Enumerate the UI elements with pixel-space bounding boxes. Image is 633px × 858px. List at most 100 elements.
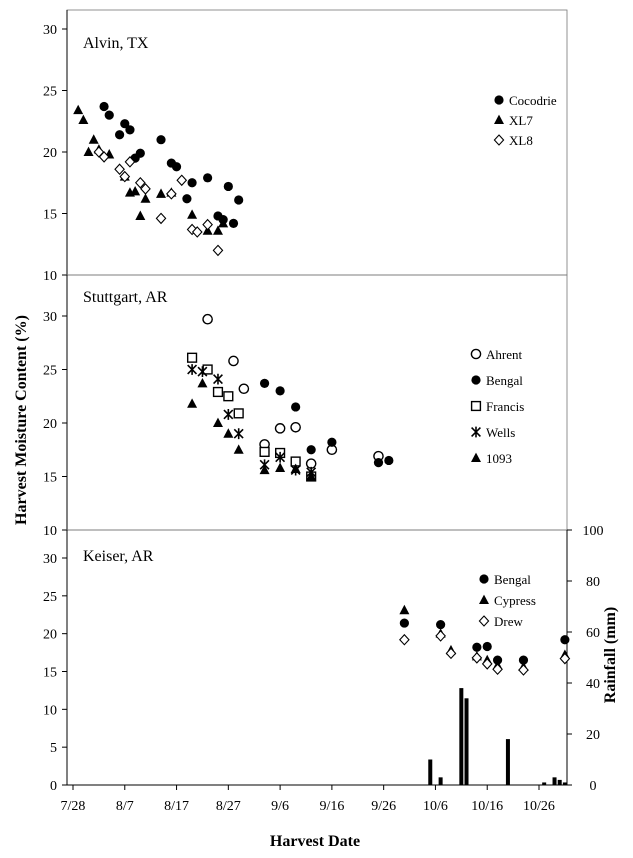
legend-label: Drew (494, 614, 523, 629)
data-point (186, 352, 198, 363)
data-point (471, 652, 483, 664)
data-point (213, 373, 223, 385)
legend-marker (470, 400, 482, 412)
data-point (306, 471, 317, 481)
data-point (203, 173, 213, 183)
legend-label: Cocodrie (509, 93, 557, 108)
data-point (202, 313, 213, 325)
y-tick-label: 20 (43, 628, 57, 643)
x-tick-label: 7/28 (61, 799, 86, 814)
data-point (197, 378, 208, 388)
data-point (176, 174, 188, 187)
x-tick-label: 10/26 (523, 799, 555, 814)
data-point (134, 176, 146, 189)
series-1093 (187, 378, 317, 481)
legend-label: 1093 (486, 451, 512, 466)
data-point (238, 383, 250, 395)
y-tick-label: 10 (43, 269, 57, 284)
legend-label: XL8 (509, 133, 533, 148)
data-point (212, 244, 224, 257)
y2-tick-label: 60 (586, 626, 600, 641)
data-point (228, 355, 239, 367)
data-point (218, 217, 229, 228)
legend-label: Ahrent (486, 347, 522, 362)
panel-title: Keiser, AR (83, 548, 154, 565)
rainfall-bar (542, 782, 547, 785)
data-point (233, 428, 244, 440)
series-cocodrie (99, 101, 244, 228)
data-point (78, 114, 89, 125)
data-point (182, 194, 192, 204)
legend: Cocodrie XL7 XL8 (493, 93, 557, 148)
data-point (233, 408, 244, 419)
legend-marker (471, 426, 481, 438)
data-point (191, 226, 203, 238)
data-point (99, 101, 109, 112)
data-point (98, 151, 110, 163)
y-tick-label: 20 (43, 417, 57, 432)
y-tick-label: 20 (43, 146, 57, 161)
rainfall-bar (562, 782, 567, 785)
data-point (436, 619, 446, 630)
legend-marker (494, 114, 504, 124)
data-point (492, 663, 503, 676)
y2-tick-label: 0 (590, 779, 597, 794)
data-point (187, 178, 197, 188)
series-drew (399, 630, 571, 676)
data-point (399, 618, 409, 628)
data-point (187, 364, 198, 375)
data-point (518, 664, 529, 676)
data-point (223, 181, 233, 192)
legend-marker (470, 348, 482, 360)
data-point (140, 193, 151, 203)
legend: Bengal Cypress Drew (478, 572, 536, 629)
panel-1: 10 15 20 25 30 Alvin, TX Cocodrie XL7 XL8 (43, 9, 568, 284)
legend-marker (471, 452, 481, 462)
data-point (481, 658, 493, 670)
y-tick-label: 25 (43, 590, 57, 605)
data-point (327, 437, 337, 447)
x-tick-label: 8/7 (116, 799, 134, 814)
y-tick-label: 5 (50, 741, 57, 756)
y-tick-label: 30 (43, 310, 57, 325)
panel-2: 10 15 20 25 30 Stuttgart, AR Ahrent Bengal Franc… (43, 274, 568, 539)
legend-marker (479, 594, 489, 604)
data-point (290, 463, 301, 474)
data-point (234, 195, 244, 205)
y2-tick-label: 80 (586, 575, 600, 590)
data-point (115, 130, 125, 140)
data-point (259, 378, 270, 389)
data-point (166, 188, 177, 200)
y-axis-title: Harvest Moisture Content (%) (13, 315, 30, 525)
rainfall-bar (557, 779, 562, 785)
data-point (373, 457, 384, 468)
legend: Ahrent Bengal Francis Wells 1093 (470, 347, 524, 466)
legend-marker (478, 615, 490, 627)
panel-title: Alvin, TX (83, 35, 149, 52)
rainfall-bar (438, 777, 443, 785)
data-point (384, 455, 394, 466)
y-tick-label: 0 (50, 779, 57, 794)
data-point (135, 210, 146, 220)
data-point (259, 446, 270, 457)
data-point (171, 162, 182, 172)
legend-marker (471, 375, 481, 385)
legend-marker (493, 134, 505, 146)
data-point (560, 635, 570, 645)
y-tick-label: 30 (43, 552, 57, 567)
data-point (140, 183, 151, 195)
data-point (291, 402, 301, 412)
panel-frame (66, 529, 568, 786)
y2-axis-title: Rainfall (mm) (602, 607, 619, 703)
data-point (399, 633, 410, 646)
y-tick-label: 10 (43, 703, 57, 718)
panel-title: Stuttgart, AR (83, 289, 168, 306)
data-point (156, 188, 167, 198)
data-point (125, 125, 135, 135)
y2-tick-label: 40 (586, 677, 600, 692)
series-xl7 (73, 104, 229, 235)
x-tick-label: 9/6 (271, 799, 289, 814)
legend-label: Wells (486, 425, 515, 440)
x-tick-label: 10/6 (423, 799, 448, 814)
